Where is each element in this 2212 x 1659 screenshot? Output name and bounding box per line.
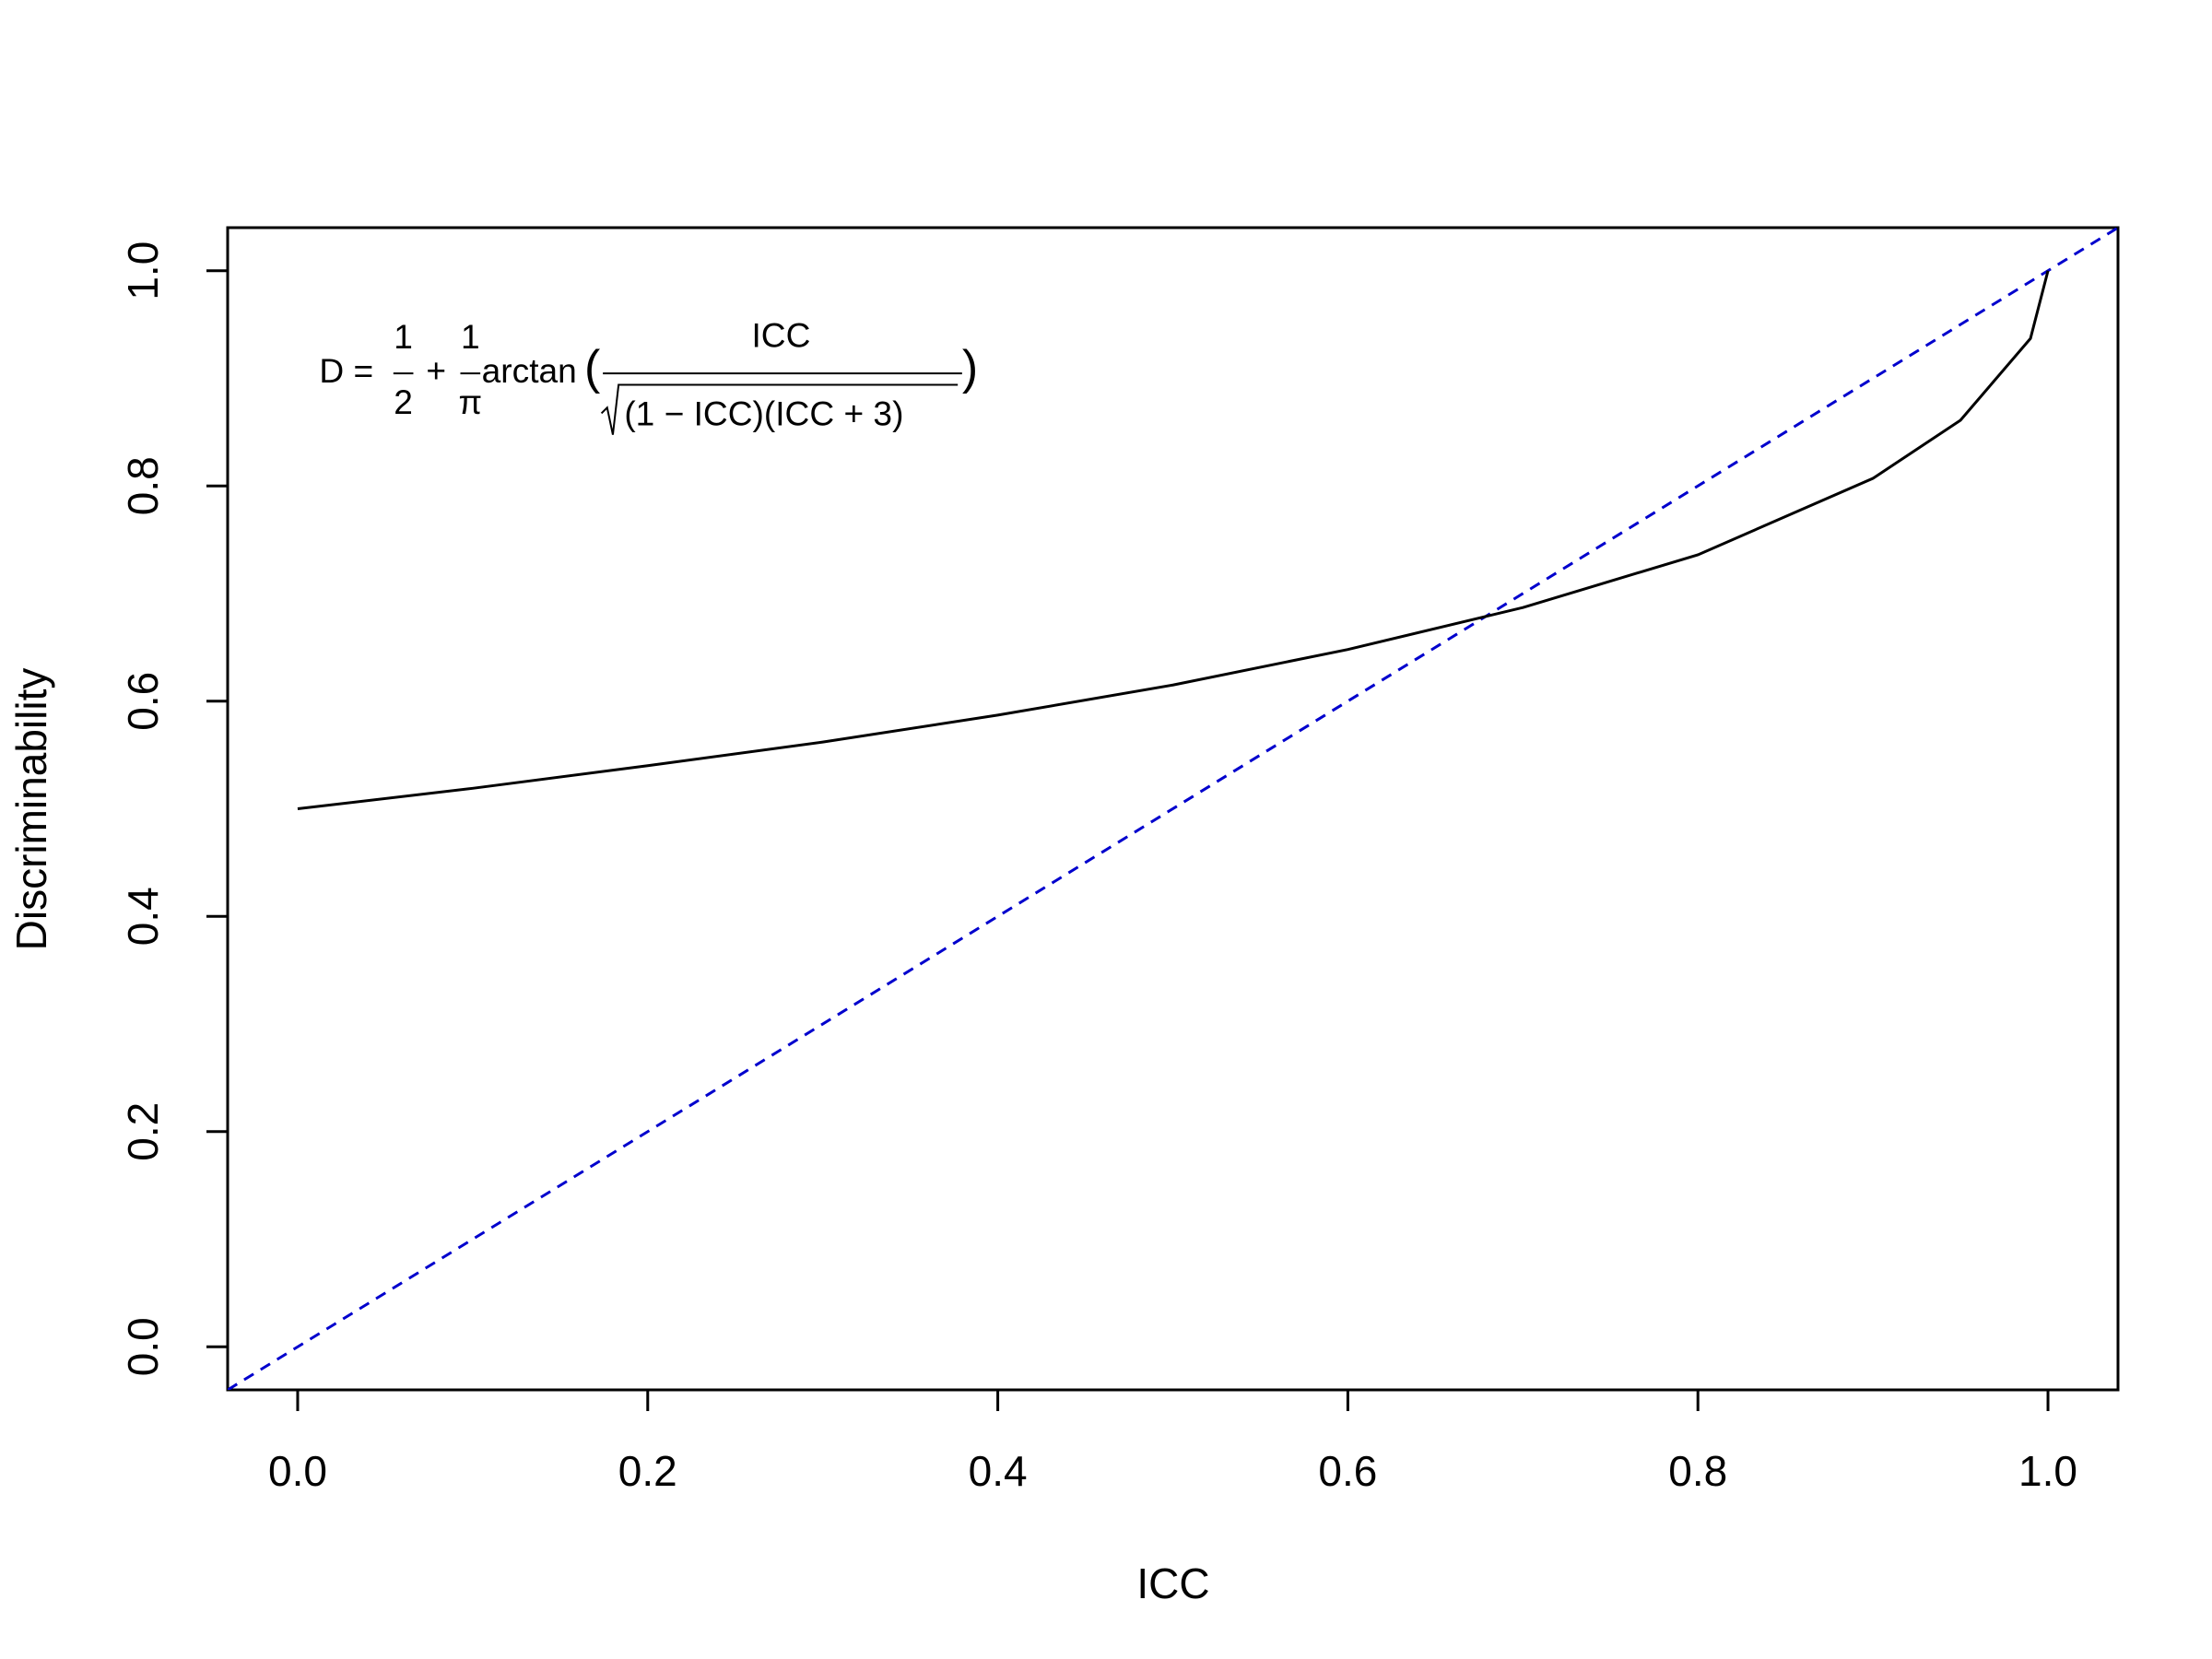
curve (297, 270, 2050, 810)
annotation-text: 1 (461, 317, 480, 356)
y-axis-title: Discriminability (7, 668, 55, 951)
y-tick-label: 1.0 (119, 241, 167, 300)
reference-line (228, 228, 2118, 1390)
annotation-text: 1 (394, 317, 413, 356)
annotation-text: D = (319, 351, 373, 390)
annotation-text: + (426, 351, 446, 390)
annotation-text: 2 (394, 382, 413, 421)
x-tick-label: 1.0 (2018, 1447, 2077, 1495)
y-tick-label: 0.2 (119, 1102, 167, 1161)
sqrt-sign (600, 383, 959, 435)
annotation-text: ICC (751, 315, 810, 354)
annotation-text: π (459, 382, 483, 421)
x-axis-title: ICC (1136, 1559, 1209, 1607)
y-tick-label: 0.8 (119, 456, 167, 515)
x-tick-label: 0.8 (1668, 1447, 1727, 1495)
x-tick-label: 0.6 (1318, 1447, 1377, 1495)
y-tick-label: 0.6 (119, 672, 167, 731)
x-tick-label: 0.0 (268, 1447, 327, 1495)
y-tick-label: 0.4 (119, 887, 167, 946)
reference-line-group (228, 228, 2118, 1390)
x-tick-label: 0.2 (618, 1447, 677, 1495)
x-tick-label: 0.4 (969, 1447, 1028, 1495)
plot-frame (226, 226, 2120, 1392)
annotation-text: (1 − ICC)(ICC + 3) (624, 394, 903, 432)
annotation-text: arctan (482, 351, 577, 390)
annotation-text: ) (962, 341, 978, 394)
y-tick-label: 0.0 (119, 1317, 167, 1376)
annotation-text: ( (584, 341, 600, 394)
